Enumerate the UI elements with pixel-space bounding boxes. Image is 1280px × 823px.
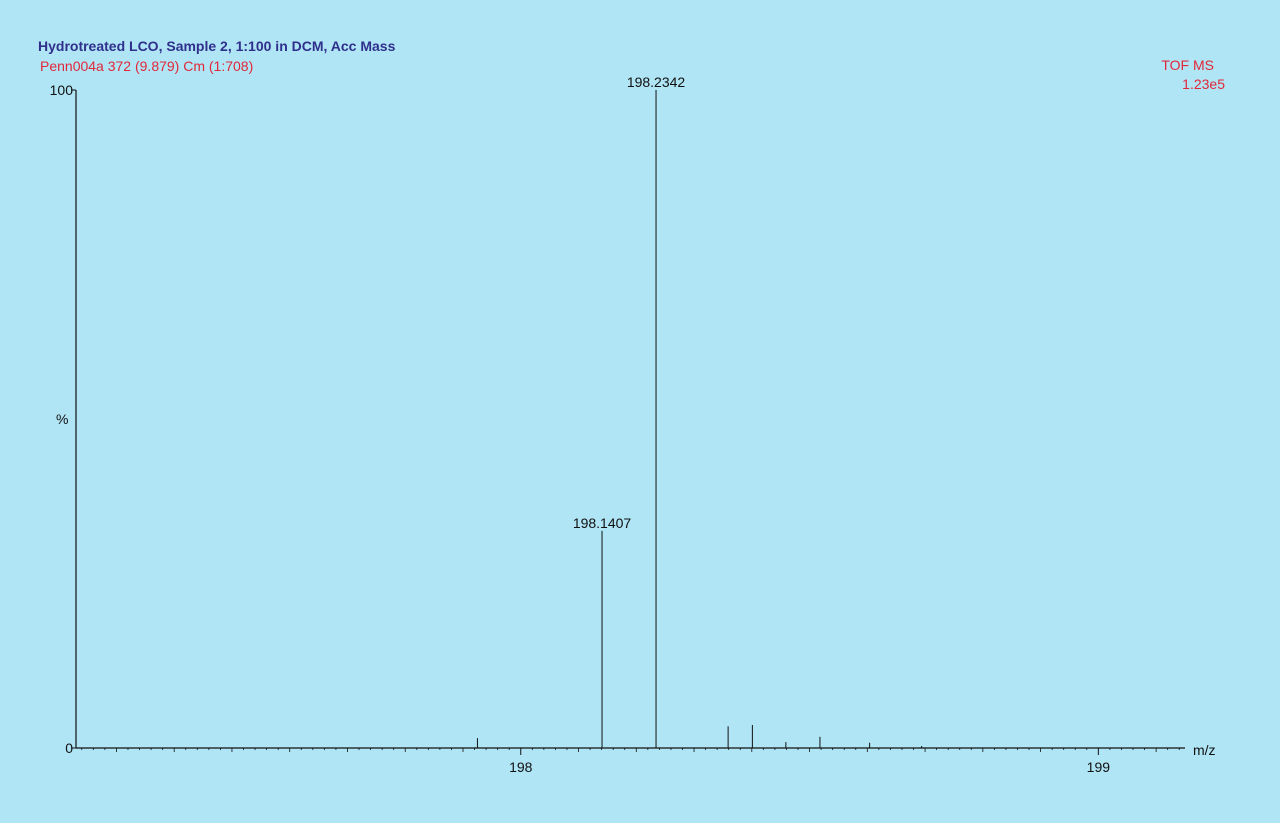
y-axis-label: %	[56, 411, 68, 427]
scan-info: Penn004a 372 (9.879) Cm (1:708)	[40, 58, 254, 74]
peak-labels: 198.1407 198.2342	[573, 74, 686, 531]
peaks	[476, 90, 923, 748]
chart-title: Hydrotreated LCO, Sample 2, 1:100 in DCM…	[38, 38, 396, 54]
x-tick-label: 198	[509, 759, 533, 775]
x-major-ticks: 198 199	[509, 748, 1110, 775]
axes	[75, 90, 1185, 749]
x-axis-label: m/z	[1193, 742, 1216, 758]
minor-ticks	[81, 748, 1180, 752]
x-tick-label: 199	[1087, 759, 1111, 775]
y-tick-label: 0	[65, 740, 73, 756]
peak-label: 198.2342	[627, 74, 686, 90]
instrument-label: TOF MS	[1161, 57, 1214, 73]
max-intensity-label: 1.23e5	[1182, 76, 1225, 92]
peak-label: 198.1407	[573, 515, 632, 531]
y-ticks: 0 100	[50, 82, 76, 756]
y-tick-label: 100	[50, 82, 74, 98]
